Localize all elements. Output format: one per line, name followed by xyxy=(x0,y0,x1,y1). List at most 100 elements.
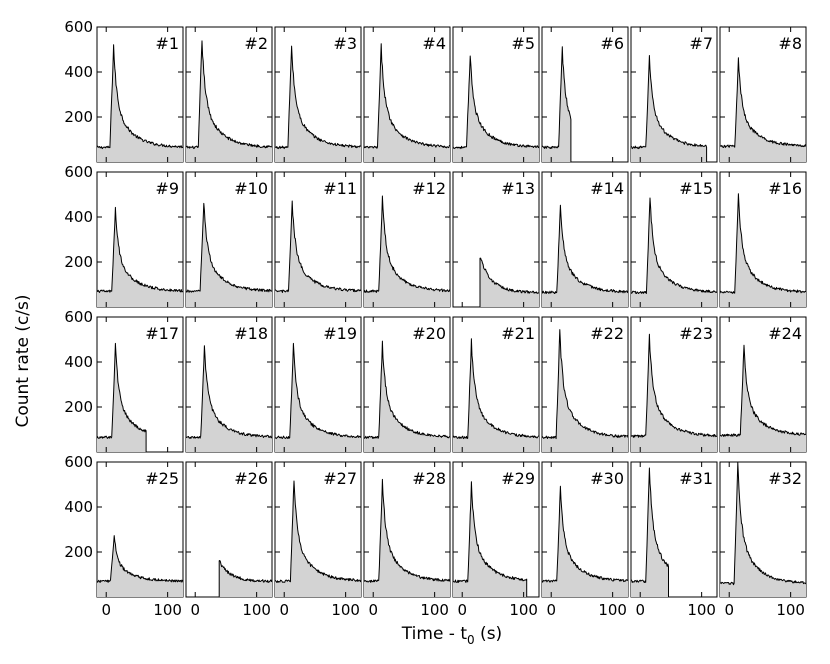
light-curve-area xyxy=(631,198,717,307)
x-axis-label-main: Time - t xyxy=(401,624,468,644)
light-curve-area xyxy=(219,560,272,597)
light-curve-line xyxy=(218,560,272,597)
light-curve-area xyxy=(542,486,628,597)
panel-label: #26 xyxy=(234,469,268,488)
panel: #17 200 400 600 xyxy=(64,308,184,453)
light-curve-area xyxy=(186,40,272,162)
panel-label: #32 xyxy=(768,469,802,488)
panel: #4 xyxy=(363,26,451,163)
panel-label: #12 xyxy=(412,179,446,198)
x-tick-label: 0 xyxy=(546,601,556,619)
light-curve-area xyxy=(364,43,450,162)
light-curve-area xyxy=(453,56,539,162)
panel-label: #11 xyxy=(323,179,357,198)
panel-label: #19 xyxy=(323,324,357,343)
light-curve-area xyxy=(631,468,669,597)
light-curve-area xyxy=(542,205,628,307)
light-curve-area xyxy=(631,334,717,452)
light-curve-line xyxy=(542,485,628,583)
light-curve-line xyxy=(275,200,361,293)
x-tick-label: 0 xyxy=(101,601,111,619)
x-tick-label: 100 xyxy=(776,601,805,619)
light-curve-line xyxy=(364,478,450,583)
panel-label: #1 xyxy=(155,34,179,53)
light-curve-area xyxy=(453,481,527,597)
light-curve-line xyxy=(275,45,361,150)
panel: #14 xyxy=(541,171,629,308)
light-curve-line xyxy=(453,55,539,150)
light-curve-line xyxy=(479,257,539,307)
x-tick-label: 100 xyxy=(509,601,538,619)
light-curve-line xyxy=(631,467,669,597)
y-tick-label: 200 xyxy=(64,398,93,416)
light-curve-line xyxy=(720,462,806,586)
light-curve-area xyxy=(542,329,628,452)
panel-label: #28 xyxy=(412,469,446,488)
x-tick-label: 100 xyxy=(242,601,271,619)
panel: #24 xyxy=(719,316,807,453)
light-curve-line xyxy=(275,480,361,583)
light-curve-line xyxy=(542,46,572,162)
panel: #5 xyxy=(452,26,540,163)
light-curve-area xyxy=(720,57,806,162)
light-curve-line xyxy=(542,204,628,294)
light-curve-line xyxy=(453,481,528,597)
light-curve-area xyxy=(186,345,272,452)
light-curve-area xyxy=(97,535,183,597)
x-tick-label: 100 xyxy=(598,601,627,619)
panel: #10 xyxy=(185,171,273,308)
panel: #31 0 100 xyxy=(630,461,718,619)
light-curve-line xyxy=(186,40,272,150)
panel: #8 xyxy=(719,26,807,163)
light-curve-area xyxy=(275,201,361,307)
panel: #25 0 100 200 400 600 xyxy=(64,453,184,619)
x-tick-label: 0 xyxy=(635,601,645,619)
panel-label: #3 xyxy=(333,34,357,53)
panel-label: #8 xyxy=(778,34,802,53)
panel-label: #18 xyxy=(234,324,268,343)
light-curve-area xyxy=(275,481,361,597)
y-tick-label: 400 xyxy=(64,353,93,371)
panel-label: #21 xyxy=(501,324,535,343)
light-curve-area xyxy=(186,203,272,307)
panel: #32 0 100 xyxy=(719,461,807,619)
y-axis-label: Count rate (c/s) xyxy=(13,294,33,427)
panel-frame xyxy=(630,461,718,598)
panel-label: #23 xyxy=(679,324,713,343)
light-curve-area xyxy=(453,338,539,452)
light-curve-area xyxy=(720,345,806,452)
panel-label: #20 xyxy=(412,324,446,343)
light-curve-line xyxy=(720,193,806,294)
x-tick-label: 0 xyxy=(457,601,467,619)
y-tick-label: 200 xyxy=(64,253,93,271)
light-curve-area xyxy=(275,46,361,162)
panel: #30 0 100 xyxy=(541,461,629,619)
panel: #13 xyxy=(452,171,540,308)
panel: #12 xyxy=(363,171,451,308)
light-curve-area xyxy=(364,341,450,452)
panel-label: #9 xyxy=(155,179,179,198)
panel-label: #13 xyxy=(501,179,535,198)
light-curve-line xyxy=(97,206,183,293)
light-curve-line xyxy=(97,44,183,150)
panel: #6 xyxy=(541,26,629,163)
x-tick-label: 0 xyxy=(724,601,734,619)
panel-label: #27 xyxy=(323,469,357,488)
panel: #28 0 100 xyxy=(363,461,451,619)
light-curve-line xyxy=(542,329,628,440)
x-tick-label: 100 xyxy=(420,601,449,619)
panel-label: #4 xyxy=(422,34,446,53)
light-curve-line xyxy=(720,57,806,148)
panel: #9 200 400 600 xyxy=(64,163,184,308)
x-tick-label: 0 xyxy=(368,601,378,619)
x-axis-label-subscript: 0 xyxy=(467,633,475,647)
panel: #7 xyxy=(630,26,718,163)
panel-label: #29 xyxy=(501,469,535,488)
panel-label: #6 xyxy=(600,34,624,53)
panel: #20 xyxy=(363,316,451,453)
panel: #22 xyxy=(541,316,629,453)
panel-label: #25 xyxy=(145,469,179,488)
y-tick-label: 400 xyxy=(64,498,93,516)
x-tick-label: 100 xyxy=(331,601,360,619)
light-curve-area xyxy=(364,196,450,307)
